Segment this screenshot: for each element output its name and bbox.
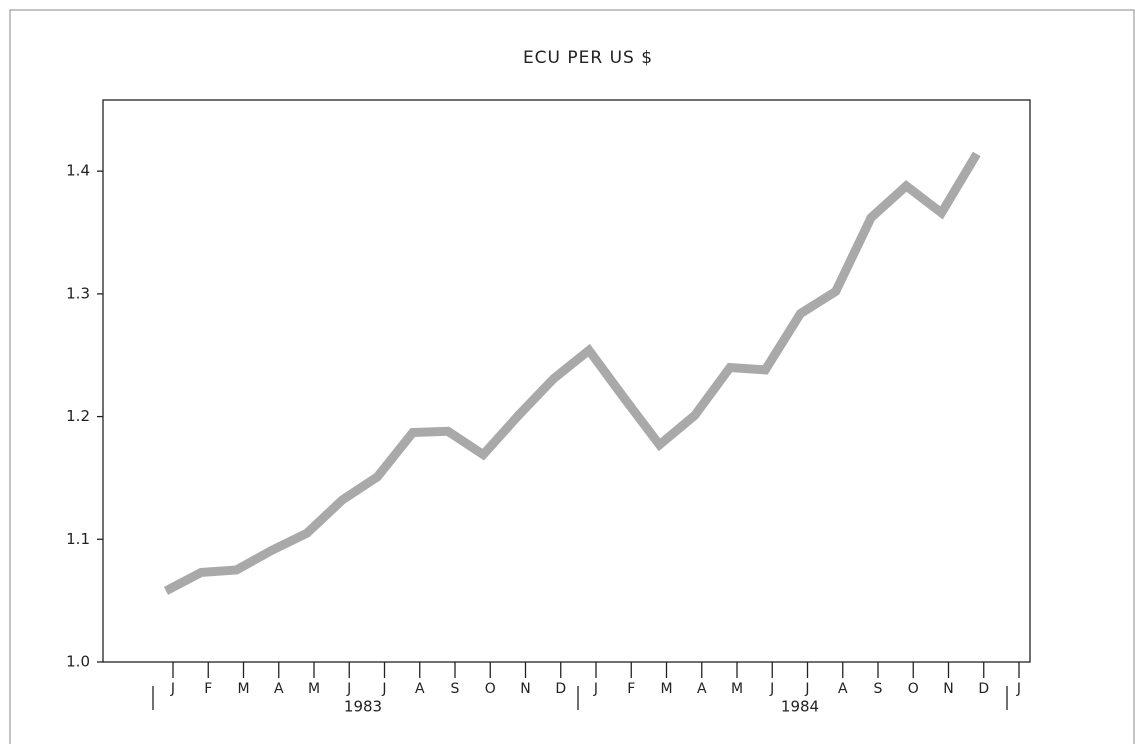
x-tick-label: N bbox=[520, 681, 530, 697]
x-tick-label: S bbox=[874, 681, 883, 697]
x-tick-label: D bbox=[978, 681, 989, 697]
x-tick-label: A bbox=[838, 681, 848, 697]
y-tick-label: 1.0 bbox=[66, 653, 90, 671]
y-tick-label: 1.2 bbox=[66, 407, 90, 425]
x-tick-label: J bbox=[346, 681, 351, 697]
x-tick-label: S bbox=[451, 681, 460, 697]
x-tick-label: M bbox=[237, 681, 249, 697]
x-tick-label: A bbox=[415, 681, 425, 697]
x-tick-label: N bbox=[943, 681, 953, 697]
x-tick-label: J bbox=[593, 681, 598, 697]
x-tick-label: M bbox=[308, 681, 320, 697]
x-tick-label: D bbox=[555, 681, 566, 697]
x-tick-label: J bbox=[804, 681, 809, 697]
plot-frame bbox=[102, 99, 1031, 663]
y-tick-label: 1.1 bbox=[66, 530, 90, 548]
x-tick-label: J bbox=[769, 681, 774, 697]
x-tick-label: J bbox=[170, 681, 175, 697]
x-tick-label: F bbox=[204, 681, 212, 697]
x-tick-label: O bbox=[908, 681, 919, 697]
x-tick-label: A bbox=[697, 681, 707, 697]
y-tick-label: 1.3 bbox=[66, 284, 90, 302]
x-tick-label: M bbox=[731, 681, 743, 697]
x-tick-label: F bbox=[627, 681, 635, 697]
year-label: 1984 bbox=[781, 698, 819, 716]
y-tick-label: 1.4 bbox=[66, 162, 90, 180]
x-tick-label: A bbox=[274, 681, 284, 697]
x-tick-label: J bbox=[381, 681, 386, 697]
chart-title: ECU PER US $ bbox=[523, 48, 653, 68]
frame bbox=[9, 9, 1135, 744]
data-line bbox=[163, 151, 981, 595]
x-tick-label: J bbox=[1016, 681, 1021, 697]
x-tick-label: O bbox=[485, 681, 496, 697]
x-tick-label: M bbox=[660, 681, 672, 697]
year-label: 1983 bbox=[344, 698, 382, 716]
